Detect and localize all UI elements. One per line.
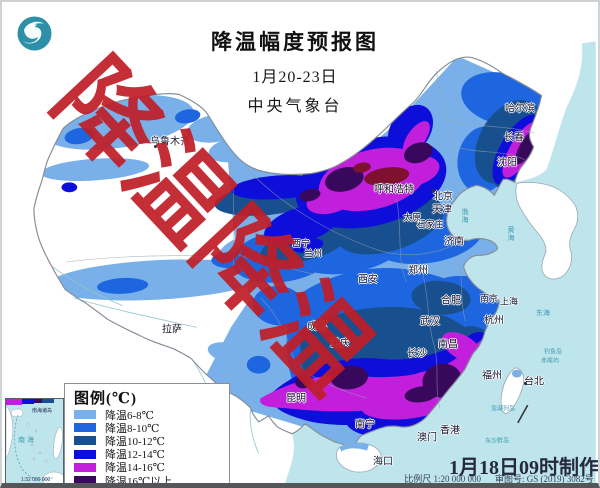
legend-item-label: 降温6-8℃ [105, 409, 154, 422]
city-label-taiyuan: 太原 [402, 212, 422, 223]
china-cooling-map [4, 2, 596, 483]
city-label-nanjing: 南京 [479, 293, 499, 304]
legend-item: 降温10-12℃ [74, 434, 229, 448]
production-time-label: 1月18日09时制作 [449, 457, 599, 479]
city-label-hangzhou: 杭州 [484, 315, 504, 327]
legend-swatch [74, 476, 96, 483]
legend-swatch [74, 449, 96, 459]
sea-label-bohai: 渤海 [461, 208, 468, 224]
city-label-jinan: 济南 [444, 236, 464, 248]
city-label-zhengzhou: 郑州 [408, 265, 428, 277]
city-label-chengdu: 成都 [307, 321, 327, 333]
hainan-island [336, 442, 382, 473]
legend-item-label: 降温14-16℃ [105, 462, 165, 475]
legend-item: 降温12-14℃ [74, 448, 229, 461]
legend-swatch [74, 436, 96, 446]
inset-islands-label: 南海诸岛 [32, 408, 53, 414]
forecast-date-range: 1月20-23日 [252, 69, 338, 86]
bashi-channel-boundary [517, 404, 529, 424]
legend-item-label: 降温16℃以上 [105, 475, 173, 488]
cooling-region-extreme [353, 162, 410, 186]
map-metadata: 比例尺 1:20 000 000 审图号: GS (2019) 3082号 [404, 472, 594, 484]
city-label-urumqi: 乌鲁木齐 [150, 136, 190, 148]
legend-box: 图例(℃) 降温6-8℃ 降温8-10℃ 降温10-12℃ 降温12-14℃ 降… [64, 383, 230, 488]
inset-sea-label: 南海 [18, 437, 36, 444]
korea-peninsula [515, 182, 579, 280]
cma-logo [16, 15, 53, 57]
city-label-harbin: 哈尔滨 [505, 103, 535, 115]
city-label-chongqing: 重庆 [330, 338, 350, 350]
city-label-macau: 澳门 [417, 432, 437, 444]
province-borders [65, 70, 535, 409]
city-label-beijing: 北京 [433, 191, 453, 203]
urumqi-city-dot [154, 145, 157, 148]
legend-item: 降温14-16℃ [74, 461, 229, 474]
sea-label-dongsha-islands: 东沙群岛 [484, 438, 510, 445]
beijing-capital-star: ★ [429, 188, 437, 195]
sea-label-yellow-sea: 黄海 [507, 226, 514, 242]
city-label-xining: 西宁 [291, 238, 311, 249]
sea-label-diaoyu-islands: 钓鱼岛 [543, 349, 563, 356]
inset-map-graphics [6, 399, 63, 483]
legend-item: 降温8-10℃ [74, 421, 229, 435]
city-label-lanzhou: 兰州 [303, 248, 323, 259]
city-label-xian: 西安 [358, 274, 378, 286]
map-header: 降温幅度预报图 1月20-23日 中央气象台 [211, 26, 379, 116]
inset-scale-label: 1:32 000 000 [21, 477, 51, 483]
city-label-shijiazhuang: 石家庄 [416, 219, 444, 230]
city-label-nanning: 南宁 [355, 419, 375, 431]
city-label-shenyang: 沈阳 [497, 157, 517, 169]
city-label-shanghai: 上海 [499, 296, 519, 307]
city-label-changsha: 长沙 [407, 348, 427, 360]
sea-label-chiwei-islet: 赤尾屿 [540, 358, 560, 365]
taiwan-island [500, 367, 525, 414]
legend-swatch [74, 410, 96, 420]
china-boundary [33, 56, 543, 449]
cooling-region-16-plus [295, 129, 539, 403]
city-label-kunming: 昆明 [286, 393, 306, 405]
city-label-nanchang: 南昌 [438, 339, 458, 351]
city-label-fuzhou: 福州 [482, 370, 502, 382]
legend-item-label: 降温10-12℃ [105, 435, 165, 448]
sea-label-east-china-sea: 东海 [536, 310, 550, 317]
city-label-changchun: 长春 [504, 132, 524, 144]
city-label-taipei: 台北 [524, 376, 544, 388]
approval-number-label: 审图号: GS (2019) 3082号 [495, 474, 594, 484]
city-label-haikou: 海口 [373, 456, 393, 468]
taipei-city-dot [524, 382, 527, 385]
legend-swatch [74, 423, 96, 433]
legend-item-label: 降温12-14℃ [105, 449, 165, 462]
issuer-label: 中央气象台 [247, 98, 343, 115]
scale-label: 比例尺 1:20 000 000 [404, 474, 482, 484]
city-label-lhasa: 拉萨 [162, 324, 182, 336]
legend-title: 图例(℃) [74, 391, 137, 407]
city-label-hongkong: 香港 [440, 425, 460, 437]
legend-swatch [74, 462, 96, 472]
sea-label-penghu-islands: 澎湖列岛 [490, 406, 516, 413]
legend-item-label: 降温8-10℃ [105, 422, 160, 435]
city-label-wuhan: 武汉 [420, 316, 440, 328]
cma-logo-icon [17, 16, 52, 51]
south-china-sea-inset: 南海诸岛 南海 1:32 000 000 [5, 398, 64, 483]
city-label-tianjin: 天津 [432, 204, 452, 216]
legend-item: 降温6-8℃ [74, 408, 229, 422]
city-label-hefei: 合肥 [441, 295, 461, 307]
page-title: 降温幅度预报图 [211, 30, 379, 54]
legend-item: 降温16℃以上 [74, 474, 229, 488]
city-label-hohhot: 呼和浩特 [374, 184, 414, 196]
